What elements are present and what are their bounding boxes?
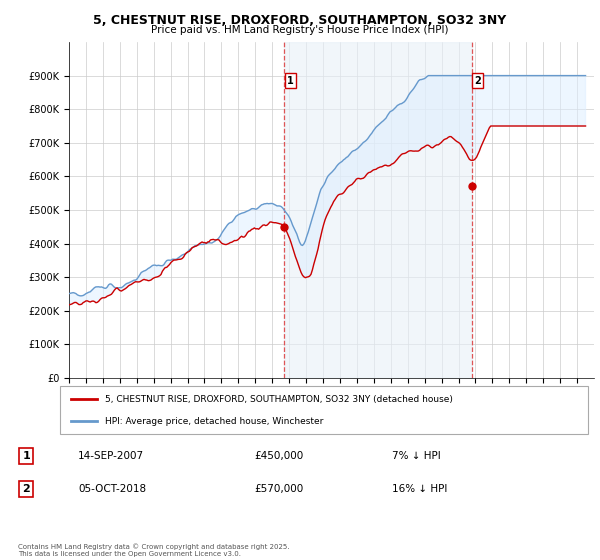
Text: HPI: Average price, detached house, Winchester: HPI: Average price, detached house, Winc… [105, 417, 323, 426]
Text: 7% ↓ HPI: 7% ↓ HPI [392, 451, 441, 461]
Text: 14-SEP-2007: 14-SEP-2007 [78, 451, 145, 461]
Text: Price paid vs. HM Land Registry's House Price Index (HPI): Price paid vs. HM Land Registry's House … [151, 25, 449, 35]
Text: 5, CHESTNUT RISE, DROXFORD, SOUTHAMPTON, SO32 3NY: 5, CHESTNUT RISE, DROXFORD, SOUTHAMPTON,… [94, 14, 506, 27]
Text: 2: 2 [475, 76, 481, 86]
Text: £570,000: £570,000 [254, 484, 303, 494]
Text: 16% ↓ HPI: 16% ↓ HPI [392, 484, 448, 494]
Text: Contains HM Land Registry data © Crown copyright and database right 2025.
This d: Contains HM Land Registry data © Crown c… [18, 544, 290, 557]
Text: 1: 1 [23, 451, 30, 461]
Text: 05-OCT-2018: 05-OCT-2018 [78, 484, 146, 494]
Text: 2: 2 [23, 484, 30, 494]
Text: 1: 1 [287, 76, 293, 86]
Text: £450,000: £450,000 [254, 451, 303, 461]
FancyBboxPatch shape [60, 386, 588, 434]
Text: 5, CHESTNUT RISE, DROXFORD, SOUTHAMPTON, SO32 3NY (detached house): 5, CHESTNUT RISE, DROXFORD, SOUTHAMPTON,… [105, 395, 453, 404]
